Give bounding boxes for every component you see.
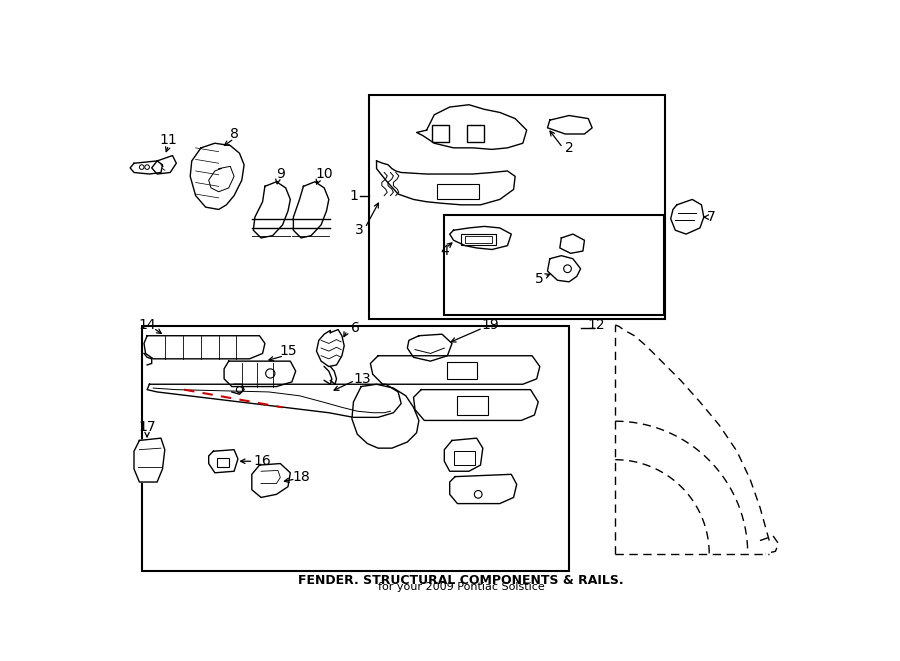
Bar [447,362,477,379]
Polygon shape [413,389,538,420]
Polygon shape [450,475,517,504]
Polygon shape [547,116,592,134]
Bar [369,95,665,319]
Text: 17: 17 [139,420,156,434]
Polygon shape [317,330,344,367]
Polygon shape [450,226,511,249]
Polygon shape [254,182,291,238]
Text: 15: 15 [279,344,297,358]
Polygon shape [130,161,163,174]
Polygon shape [547,256,580,282]
Bar [445,215,664,315]
Bar [454,451,475,465]
Text: 3: 3 [356,223,364,237]
Polygon shape [352,384,419,448]
Bar [141,327,569,571]
Text: 16: 16 [254,454,272,468]
Polygon shape [134,438,165,482]
Bar [436,184,479,200]
Bar [217,458,230,467]
Polygon shape [560,234,584,253]
Text: FENDER. STRUCTURAL COMPONENTS & RAILS.: FENDER. STRUCTURAL COMPONENTS & RAILS. [299,574,624,587]
Polygon shape [371,356,540,384]
Text: 19: 19 [482,318,500,332]
Polygon shape [445,438,482,471]
Text: 12: 12 [587,318,605,332]
Polygon shape [670,200,704,234]
Bar [461,234,496,245]
Polygon shape [252,463,291,498]
Polygon shape [209,449,238,473]
Polygon shape [408,334,452,361]
Text: 11: 11 [160,133,177,147]
Text: 14: 14 [139,318,156,332]
Bar [457,396,488,415]
Text: 9: 9 [276,167,284,181]
Text: 2: 2 [564,141,573,155]
Text: 5: 5 [536,272,544,286]
Text: 6: 6 [351,321,359,335]
Polygon shape [224,361,296,387]
Text: for your 2009 Pontiac Solstice: for your 2009 Pontiac Solstice [378,582,544,592]
Text: 7: 7 [707,210,716,224]
Text: 18: 18 [292,469,310,484]
Polygon shape [152,155,176,174]
Text: 8: 8 [230,127,238,141]
Polygon shape [376,161,515,205]
Polygon shape [147,384,401,417]
Bar [467,125,484,141]
Polygon shape [417,104,526,149]
Text: 1: 1 [349,188,358,202]
Polygon shape [190,143,244,210]
Bar [465,237,492,243]
Text: 4: 4 [440,244,449,258]
Bar [432,125,449,141]
Polygon shape [144,336,265,359]
Polygon shape [293,182,328,238]
Text: 10: 10 [315,167,333,181]
Text: 13: 13 [354,372,372,386]
